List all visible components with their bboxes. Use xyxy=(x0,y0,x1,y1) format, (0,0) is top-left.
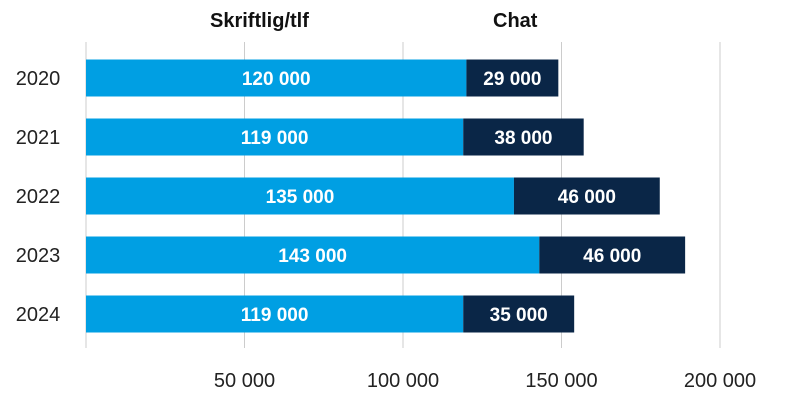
data-label: 135 000 xyxy=(266,187,335,208)
legend-skriftlig-tlf: Skriftlig/tlf xyxy=(210,10,309,32)
data-label: 119 000 xyxy=(241,305,309,326)
x-tick-label: 150 000 xyxy=(525,370,597,392)
x-tick-label: 100 000 xyxy=(367,370,439,392)
category-label: 2024 xyxy=(16,304,61,326)
category-label: 2020 xyxy=(16,68,61,90)
bar-segment-chat xyxy=(463,295,575,333)
data-label: 46 000 xyxy=(583,246,641,267)
bar-segment-skriftlig-tlf xyxy=(86,59,467,97)
bar-segment-skriftlig-tlf xyxy=(86,295,464,333)
data-label: 35 000 xyxy=(490,305,548,326)
bar-segment-skriftlig-tlf xyxy=(86,236,540,274)
data-label: 120 000 xyxy=(242,69,311,90)
category-label: 2023 xyxy=(16,245,61,267)
x-tick-label: 50 000 xyxy=(214,370,275,392)
bar-segment-skriftlig-tlf xyxy=(86,118,464,156)
bar-segment-skriftlig-tlf xyxy=(86,177,514,215)
bar-segment-chat xyxy=(539,236,686,274)
data-label: 46 000 xyxy=(558,187,616,208)
category-label: 2022 xyxy=(16,186,61,208)
legend-chat: Chat xyxy=(493,10,538,32)
bar-segment-chat xyxy=(463,118,584,156)
bar-segment-chat xyxy=(466,59,559,97)
data-label: 143 000 xyxy=(278,246,347,267)
x-tick-label: 200 000 xyxy=(684,370,756,392)
category-label: 2021 xyxy=(16,127,61,149)
data-label: 119 000 xyxy=(241,128,309,149)
data-label: 38 000 xyxy=(494,128,552,149)
data-label: 29 000 xyxy=(483,69,541,90)
bar-segment-chat xyxy=(513,177,660,215)
